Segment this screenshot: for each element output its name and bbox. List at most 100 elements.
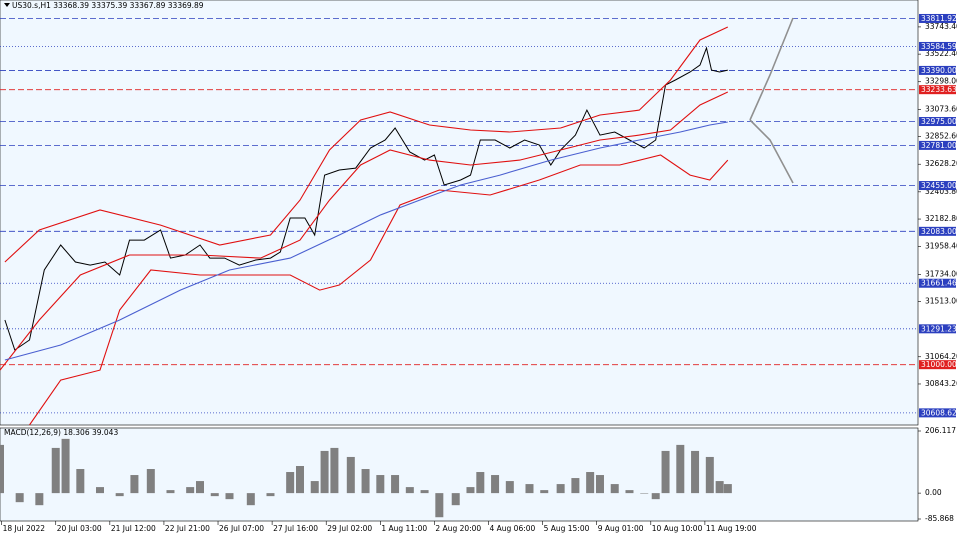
- macd-bar: [610, 484, 619, 494]
- x-tick-label: 20 Jul 03:00: [57, 524, 102, 533]
- level-label: 32083.00: [921, 227, 957, 236]
- macd-bar: [466, 487, 475, 494]
- level-box: [919, 226, 956, 236]
- x-tick-label: 2 Aug 20:00: [435, 524, 481, 533]
- macd-bar: [723, 484, 732, 494]
- y-tick-label: 33298.00: [925, 77, 957, 86]
- x-tick-label: 29 Jul 02:00: [327, 524, 372, 533]
- y-tick-label: 31064.20: [925, 352, 957, 361]
- series-line: [4, 26, 729, 263]
- macd-bar: [625, 490, 634, 494]
- level-label: 31661.46: [921, 279, 957, 288]
- series-line: [4, 121, 728, 361]
- level-box: [919, 278, 956, 288]
- macd-bar: [420, 490, 429, 494]
- x-tick-label: 26 Jul 07:00: [219, 524, 264, 533]
- x-tick-label: 5 Aug 15:00: [544, 524, 590, 533]
- level-box: [919, 181, 956, 191]
- y-tick-label: 33743.40: [925, 22, 957, 31]
- macd-bar: [115, 493, 124, 497]
- x-tick-label: 11 Aug 19:00: [706, 524, 757, 533]
- level-label: 33584.59: [921, 42, 957, 51]
- macd-title: MACD(12,26,9) 18.306 39.043: [4, 428, 118, 437]
- macd-bar: [691, 450, 700, 494]
- x-tick-label: 21 Jul 12:00: [111, 524, 156, 533]
- level-label: 32455.00: [921, 181, 957, 190]
- level-label: 32975.00: [921, 117, 957, 126]
- macd-bar: [505, 481, 514, 494]
- macd-bar: [310, 481, 319, 494]
- x-tick-label: 4 Aug 06:00: [490, 524, 536, 533]
- y-tick-label: 31958.40: [925, 242, 957, 251]
- macd-panel: [0, 427, 919, 522]
- macd-bar: [330, 447, 339, 494]
- macd-bar: [95, 487, 104, 494]
- macd-bar: [186, 487, 195, 494]
- macd-bar: [61, 438, 70, 494]
- macd-bar: [571, 478, 580, 494]
- macd-bar: [540, 490, 549, 494]
- level-box: [919, 140, 956, 150]
- macd-bar: [376, 475, 385, 494]
- level-box: [919, 65, 956, 75]
- macd-bar: [166, 490, 175, 494]
- macd-bar: [661, 450, 670, 494]
- macd-bar: [286, 472, 295, 494]
- macd-bar: [361, 469, 370, 494]
- menu-icon[interactable]: [4, 3, 10, 7]
- macd-bar: [76, 469, 85, 494]
- level-label: 32781.00: [921, 141, 957, 150]
- level-box: [919, 41, 956, 51]
- macd-bar: [210, 493, 219, 497]
- series-line: [4, 46, 728, 351]
- series-line: [0, 91, 729, 371]
- x-tick-label: 10 Aug 10:00: [652, 524, 703, 533]
- x-tick-label: 22 Jul 21:00: [165, 524, 210, 533]
- macd-bar: [0, 444, 4, 494]
- y-tick-label: 32628.20: [925, 159, 957, 168]
- macd-bar: [491, 475, 500, 494]
- macd-bar: [225, 493, 234, 500]
- macd-bar: [715, 481, 724, 494]
- level-box: [919, 85, 956, 95]
- macd-bar: [195, 481, 204, 494]
- level-label: 33390.00: [921, 66, 957, 75]
- x-tick-label: 18 Jul 2022: [3, 524, 46, 533]
- main-plot: [0, 18, 918, 425]
- arrow-down: [749, 119, 794, 184]
- y-tick-label: 32403.80: [925, 187, 957, 196]
- main-panel: [0, 0, 919, 426]
- y-tick-label: 33522.40: [925, 49, 957, 58]
- macd-bar: [346, 456, 355, 494]
- y-tick-label: 30843.26: [925, 379, 957, 388]
- y-tick-label: -85.868: [925, 514, 954, 523]
- macd-bar: [435, 493, 444, 518]
- y-tick-label: 206.117: [925, 426, 956, 435]
- macd-bar: [391, 475, 400, 494]
- macd-bar: [295, 465, 304, 494]
- x-tick-label: 27 Jul 16:00: [273, 524, 318, 533]
- macd-bar: [595, 475, 604, 494]
- y-tick-label: 31513.00: [925, 297, 957, 306]
- macd-bar: [476, 472, 485, 494]
- macd-bar: [405, 487, 414, 494]
- level-label: 33811.92: [921, 14, 957, 23]
- y-tick-label: 32852.60: [925, 132, 957, 141]
- x-tick-label: 1 Aug 11:00: [381, 524, 427, 533]
- level-box: [919, 408, 956, 418]
- macd-bar: [130, 475, 139, 494]
- series-line: [29, 154, 729, 425]
- level-label: 31000.00: [921, 360, 957, 369]
- x-tick-label: 9 Aug 01:00: [598, 524, 644, 533]
- macd-bar: [246, 493, 255, 506]
- y-tick-label: 32182.80: [925, 214, 957, 223]
- macd-bar: [556, 484, 565, 494]
- level-box: [919, 13, 956, 23]
- chart-title: US30.s,H1 33368.39 33375.39 33367.89 333…: [12, 1, 204, 10]
- level-box: [919, 360, 956, 370]
- y-tick-label: 0.00: [925, 488, 942, 497]
- level-label: 30608.62: [921, 408, 957, 417]
- macd-bar: [35, 493, 44, 506]
- y-tick-label: 33073.60: [925, 104, 957, 113]
